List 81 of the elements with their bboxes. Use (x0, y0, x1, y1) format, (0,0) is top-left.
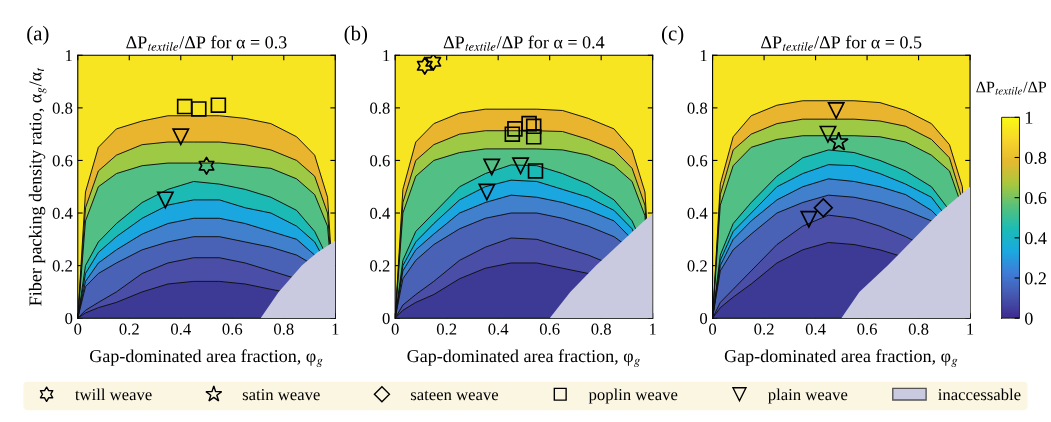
point (828, 131, 849, 151)
text: (a) (27, 25, 49, 45)
point (172, 128, 190, 146)
y-tick-label: 1 (700, 50, 707, 62)
x-tick-label: 1 (332, 323, 339, 335)
y-tick-label: 0 (700, 312, 708, 325)
y-tick-label: 0 (65, 312, 73, 325)
point (156, 191, 174, 209)
y-axis-title: Fiber packing density ratio, α$_{g}$/α$_{t}$ (28, 67, 47, 306)
x-tick-label: 0.8 (591, 323, 611, 335)
point (478, 183, 496, 201)
x-tick-label: 0.8 (273, 323, 294, 335)
x-tick-label: 0.6 (539, 323, 560, 335)
chart-title: ΔP$_{textile}$/ΔP for α = 0.5 (761, 35, 922, 51)
point (512, 157, 530, 175)
y-tick-label: 0.2 (52, 260, 72, 272)
x-tick-label: 0.2 (436, 323, 457, 335)
point (191, 101, 207, 117)
point (504, 126, 521, 142)
x-tick-label: 0 (74, 323, 82, 335)
x-tick-label: 0.6 (222, 323, 243, 335)
x-axis-title: Gap-dominated area fraction, φ$_{g}$ (724, 349, 958, 367)
legend-label: plain weave (768, 388, 848, 404)
y-tick-label: 0.8 (687, 102, 708, 114)
y-tick-label: 0 (382, 312, 390, 325)
chart-title: ΔP$_{textile}$/ΔP for α = 0.3 (126, 35, 287, 51)
color-bar-label: 0.6 (1025, 191, 1047, 205)
y-tick-label: 1 (66, 50, 72, 62)
color-bar-label: 1 (1025, 111, 1033, 124)
y-tick-label: 0.4 (687, 207, 708, 220)
point (198, 156, 215, 175)
y-tick-label: 0.4 (52, 207, 73, 220)
point (527, 163, 544, 179)
x-axis-title: Gap-dominated area fraction, φ$_{g}$ (407, 349, 640, 367)
x-tick-label: 0.2 (119, 323, 139, 335)
point (507, 121, 523, 137)
point (525, 129, 542, 145)
chart-title: ΔP$_{textile}$/ΔP for α = 0.4 (443, 35, 605, 51)
x-tick-label: 1 (649, 323, 656, 335)
point (483, 158, 501, 176)
legend-label: inaccessable (938, 388, 1021, 401)
y-tick-label: 0.6 (687, 155, 708, 167)
point (176, 98, 193, 115)
x-tick-label: 0.6 (857, 323, 877, 335)
x-tick-label: 0.4 (170, 323, 191, 335)
y-tick-label: 0.2 (370, 260, 390, 272)
point (819, 125, 837, 143)
x-tick-label: 0.4 (488, 323, 509, 335)
x-tick-label: 0.8 (908, 323, 929, 335)
x-axis-title: Gap-dominated area fraction, φ$_{g}$ (89, 349, 323, 367)
y-tick-label: 0.6 (370, 155, 390, 167)
point (813, 198, 833, 218)
x-tick-label: 0 (709, 323, 717, 335)
point (210, 97, 227, 114)
y-tick-label: 1 (383, 50, 390, 62)
point (827, 102, 845, 119)
color-bar-label: 0.4 (1025, 232, 1047, 245)
color-bar-label: 0.8 (1025, 151, 1047, 165)
x-tick-label: 0 (391, 323, 399, 335)
y-tick-label: 0.4 (370, 207, 391, 220)
legend-label: sateen weave (410, 390, 499, 401)
point (521, 115, 537, 132)
x-tick-label: 1 (967, 323, 974, 335)
y-tick-label: 0.8 (370, 102, 390, 114)
y-tick-label: 0.8 (52, 102, 73, 114)
legend-label: satin weave (242, 389, 320, 401)
color-bar-title: ΔP$_{textile}$/ΔP (976, 81, 1047, 95)
point (525, 118, 542, 135)
text: (c) (661, 25, 684, 45)
point (425, 55, 442, 72)
x-tick-label: 0.4 (805, 323, 826, 335)
color-bar-label: 0 (1025, 312, 1033, 325)
y-tick-label: 0.6 (52, 155, 73, 167)
legend-label: twill weave (75, 388, 152, 401)
point (800, 210, 818, 228)
point (416, 56, 433, 75)
text: (b) (344, 25, 368, 45)
legend-label: poplin weave (588, 388, 678, 404)
y-tick-label: 0.2 (687, 260, 707, 272)
x-tick-label: 0.2 (754, 323, 774, 335)
color-bar-label: 0.2 (1025, 272, 1046, 285)
